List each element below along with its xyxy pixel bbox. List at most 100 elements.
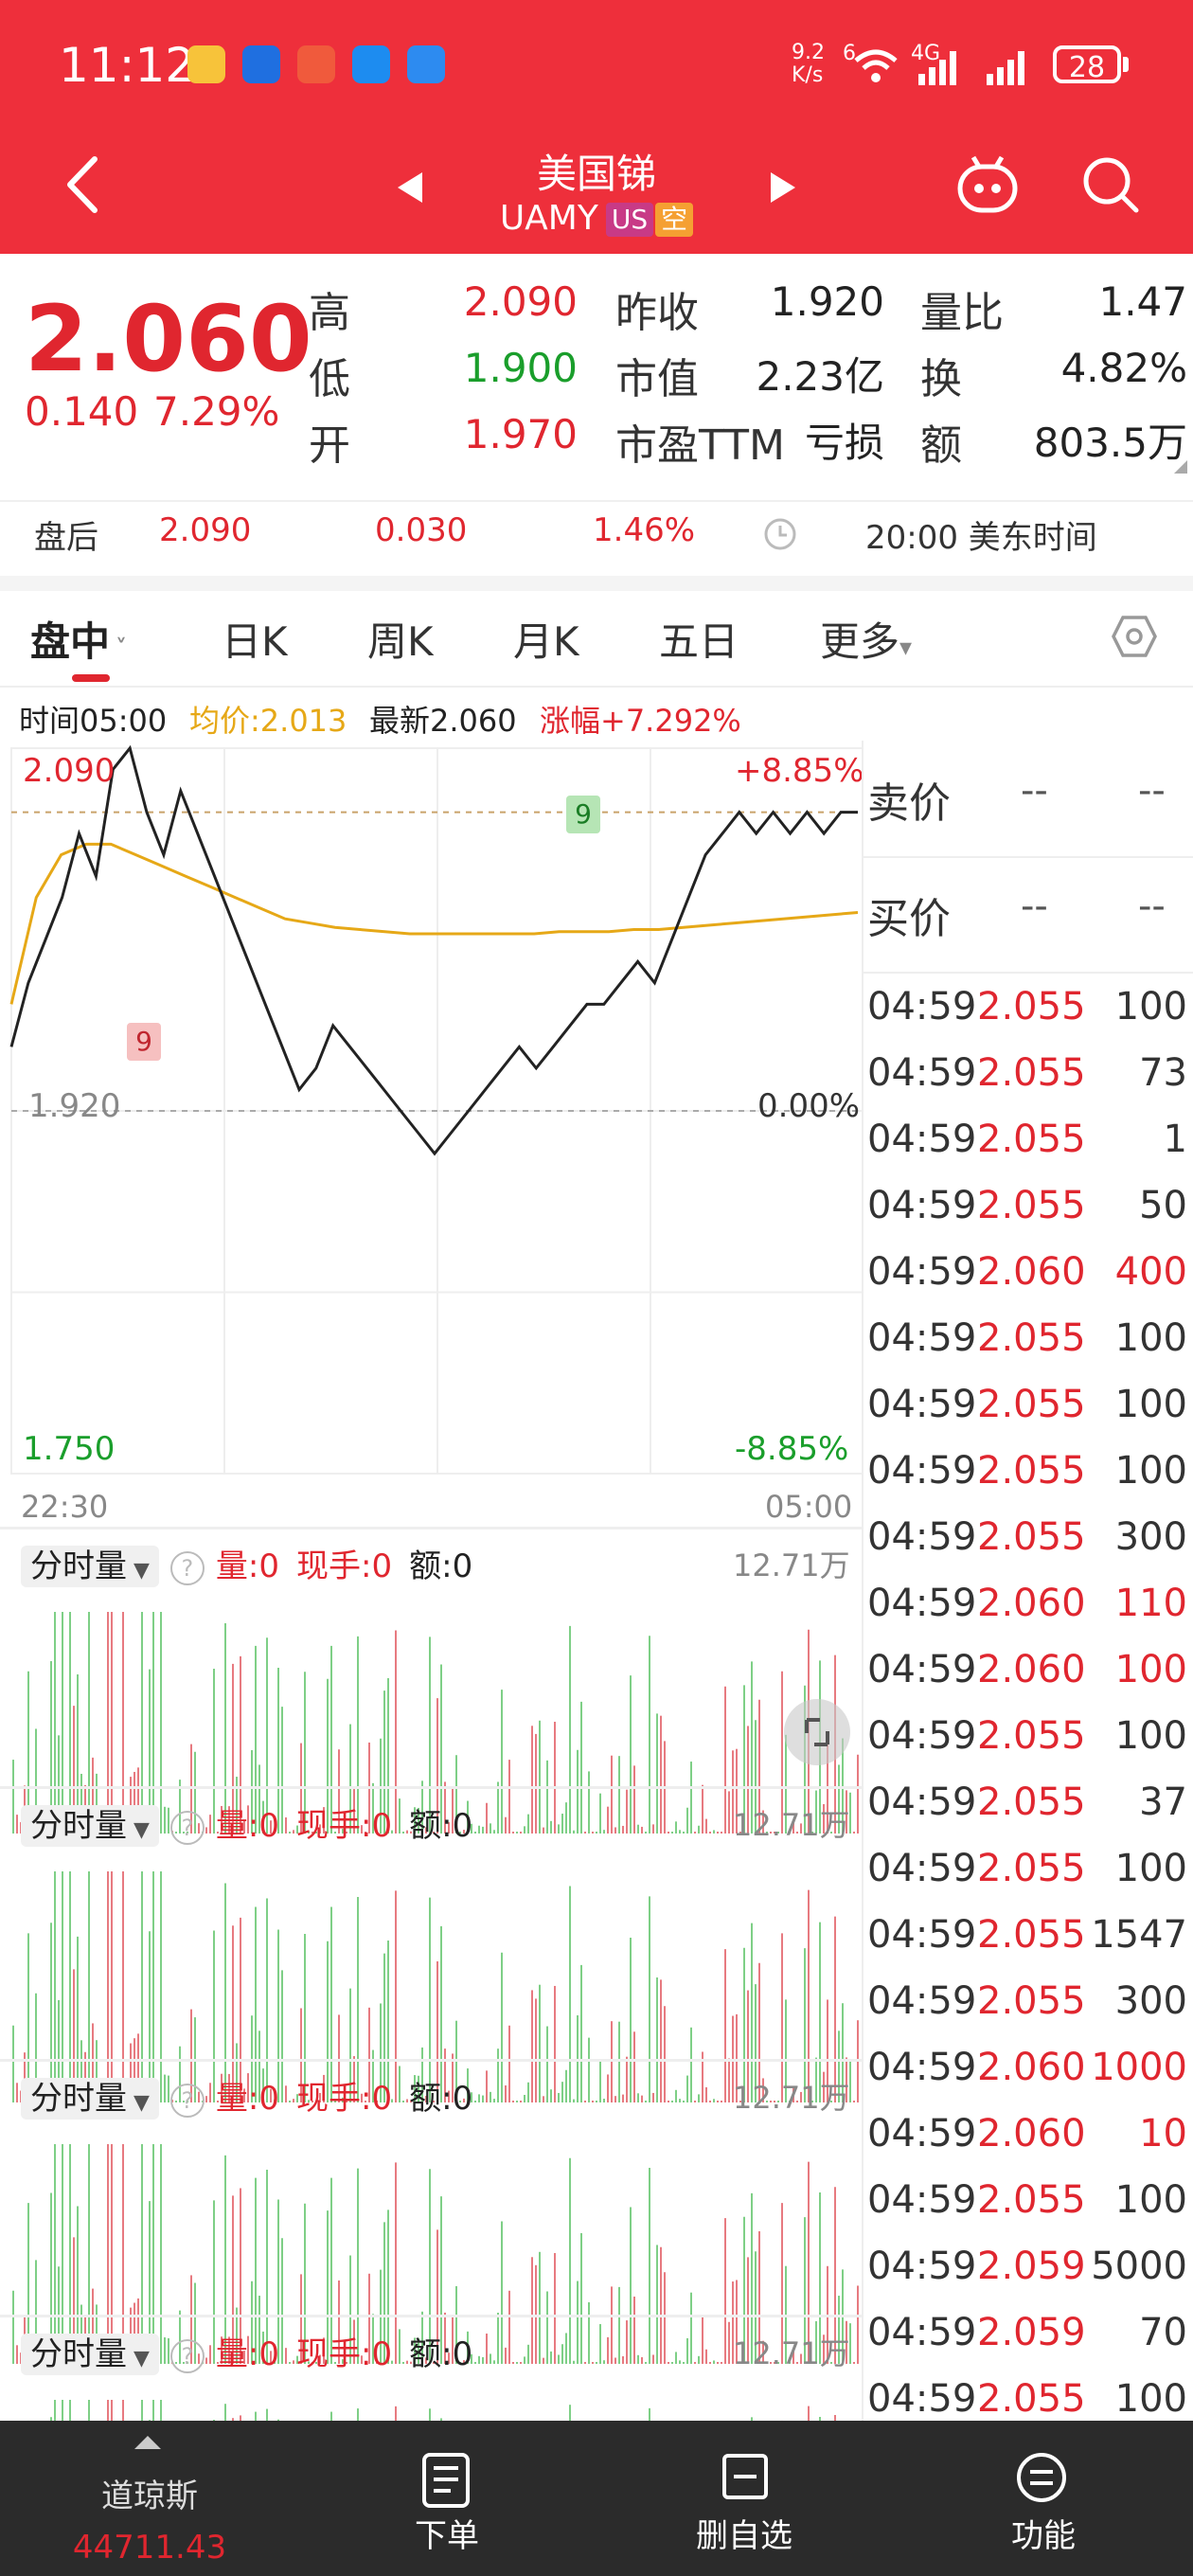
trade-volume: 37	[1139, 1780, 1187, 1824]
back-icon[interactable]	[62, 155, 100, 214]
info-avg: 均价:2.013	[189, 703, 347, 739]
current-hand-value: 现手:0	[296, 1807, 393, 1845]
settings-hexagon-icon[interactable]	[1112, 614, 1157, 659]
trade-row: 04:59 2.055 1	[864, 1108, 1193, 1174]
bottom-nav	[0, 2421, 1193, 2576]
trade-time: 04:59	[867, 2178, 977, 2222]
ticker: UAMY	[499, 199, 598, 238]
volume-value: 量:0	[215, 1547, 280, 1585]
trade-volume: 100	[1114, 1648, 1187, 1691]
trade-volume: 5000	[1091, 2245, 1187, 2288]
trade-row: 04:59 2.055 100	[864, 1373, 1193, 1440]
trade-price: 2.055	[977, 1383, 1086, 1426]
triangle-down-icon: ▼	[127, 2091, 150, 2115]
trade-price: 2.059	[977, 2245, 1086, 2288]
volume-bars	[12, 1871, 859, 2102]
volume-indicator-select[interactable]: 分时量 ▼	[21, 2078, 159, 2120]
index-value: 44711.43	[72, 2529, 227, 2567]
trade-row: 04:59 2.055 100	[864, 1705, 1193, 1771]
tab-weekly-k[interactable]: 周K	[367, 618, 434, 665]
current-price: 2.060	[25, 286, 312, 392]
volume-bars	[12, 2144, 859, 2364]
search-icon[interactable]	[1081, 155, 1140, 214]
trade-time: 04:59	[867, 1118, 977, 1161]
help-icon[interactable]: ?	[169, 2338, 205, 2373]
help-icon[interactable]: ?	[169, 1810, 205, 1845]
bid-label: 买价	[867, 895, 951, 943]
remove-watchlist-label[interactable]: 删自选	[696, 2517, 792, 2555]
bid-price: --	[1021, 885, 1048, 928]
expand-up-icon[interactable]	[134, 2436, 161, 2449]
trade-volume: 300	[1114, 1515, 1187, 1559]
functions-icon[interactable]	[1015, 2451, 1068, 2504]
volume-value: 量:0	[215, 1807, 280, 1845]
after-hours-time: 20:00 美东时间	[865, 519, 1097, 557]
divider	[0, 1786, 862, 1789]
net-speed: 9.2 K/s	[792, 41, 825, 87]
order-icon[interactable]	[420, 2451, 473, 2510]
info-latest: 最新2.060	[369, 703, 517, 739]
tab-monthly-k[interactable]: 月K	[513, 618, 579, 665]
network-type: 4G	[911, 42, 941, 65]
volume-indicator-select[interactable]: 分时量 ▼	[21, 1546, 159, 1587]
trade-price: 2.055	[977, 1515, 1086, 1559]
trade-volume: 100	[1114, 1383, 1187, 1426]
ask-label: 卖价	[867, 779, 951, 828]
trade-volume: 400	[1114, 1250, 1187, 1294]
trade-volume: 10	[1139, 2112, 1187, 2156]
volume-indicator-select[interactable]: 分时量 ▼	[21, 2334, 159, 2375]
price-line	[9, 744, 858, 1156]
trade-time: 04:59	[867, 1051, 977, 1095]
quote-label: 高	[309, 289, 350, 337]
trade-price: 2.060	[977, 2046, 1086, 2089]
tab-intraday[interactable]: 盘中 ˅	[30, 618, 128, 665]
y-top-label: 2.090	[23, 752, 116, 790]
cell-signal-icon	[987, 51, 1024, 85]
trade-time: 04:59	[867, 1780, 977, 1824]
divider	[864, 972, 1193, 974]
trade-time: 04:59	[867, 2245, 977, 2288]
trade-price: 2.055	[977, 1316, 1086, 1360]
tab-daily-k[interactable]: 日K	[222, 618, 288, 665]
triangle-down-icon: ▼	[127, 2347, 150, 2370]
volume-value: 量:0	[215, 2335, 280, 2373]
trade-row: 04:59 2.055 37	[864, 1771, 1193, 1837]
tab-five-day[interactable]: 五日	[659, 618, 739, 665]
remove-watchlist-icon[interactable]	[721, 2453, 769, 2500]
prev-stock-icon[interactable]	[396, 170, 424, 205]
triangle-down-icon: ▼	[127, 1818, 150, 1842]
next-stock-icon[interactable]	[769, 170, 797, 205]
trade-row: 04:59 2.055 50	[864, 1174, 1193, 1241]
functions-label[interactable]: 功能	[1011, 2517, 1076, 2555]
battery-tip	[1123, 57, 1129, 72]
notification-app-icon	[352, 45, 390, 83]
trade-volume: 70	[1139, 2311, 1187, 2354]
trade-row: 04:59 2.055 100	[864, 1307, 1193, 1373]
trade-price: 2.060	[977, 1250, 1086, 1294]
divider	[0, 686, 1193, 688]
quote-value: 1.920	[770, 278, 884, 325]
fullscreen-icon[interactable]	[784, 1699, 850, 1765]
signal-marker-red: 9	[127, 1023, 161, 1061]
info-time: 时间05:00	[19, 703, 168, 739]
trade-volume: 100	[1114, 1847, 1187, 1890]
volume-panel-header: 分时量 ▼? 量:0 现手:0 额:0	[21, 1799, 472, 1847]
trade-row: 04:59 2.059 5000	[864, 2235, 1193, 2301]
order-label[interactable]: 下单	[415, 2517, 479, 2555]
intraday-chart[interactable]	[0, 739, 864, 1496]
divider	[864, 856, 1193, 858]
tab-more[interactable]: 更多▾	[820, 618, 913, 665]
info-gain: 涨幅+7.292%	[540, 703, 741, 739]
trade-row: 04:59 2.060 100	[864, 1638, 1193, 1705]
help-icon[interactable]: ?	[169, 1550, 205, 1585]
robot-assistant-icon[interactable]	[954, 153, 1021, 216]
help-icon[interactable]: ?	[169, 2083, 205, 2118]
index-name[interactable]: 道琼斯	[101, 2478, 198, 2515]
divider	[0, 2059, 862, 2062]
volume-panel-header: 分时量 ▼? 量:0 现手:0 额:0	[21, 1540, 472, 1587]
volume-indicator-select[interactable]: 分时量 ▼	[21, 1805, 159, 1847]
trade-price: 2.055	[977, 1714, 1086, 1758]
expand-corner[interactable]	[1174, 460, 1187, 474]
x-end-label: 05:00	[765, 1489, 853, 1525]
trade-volume: 73	[1139, 1051, 1187, 1095]
